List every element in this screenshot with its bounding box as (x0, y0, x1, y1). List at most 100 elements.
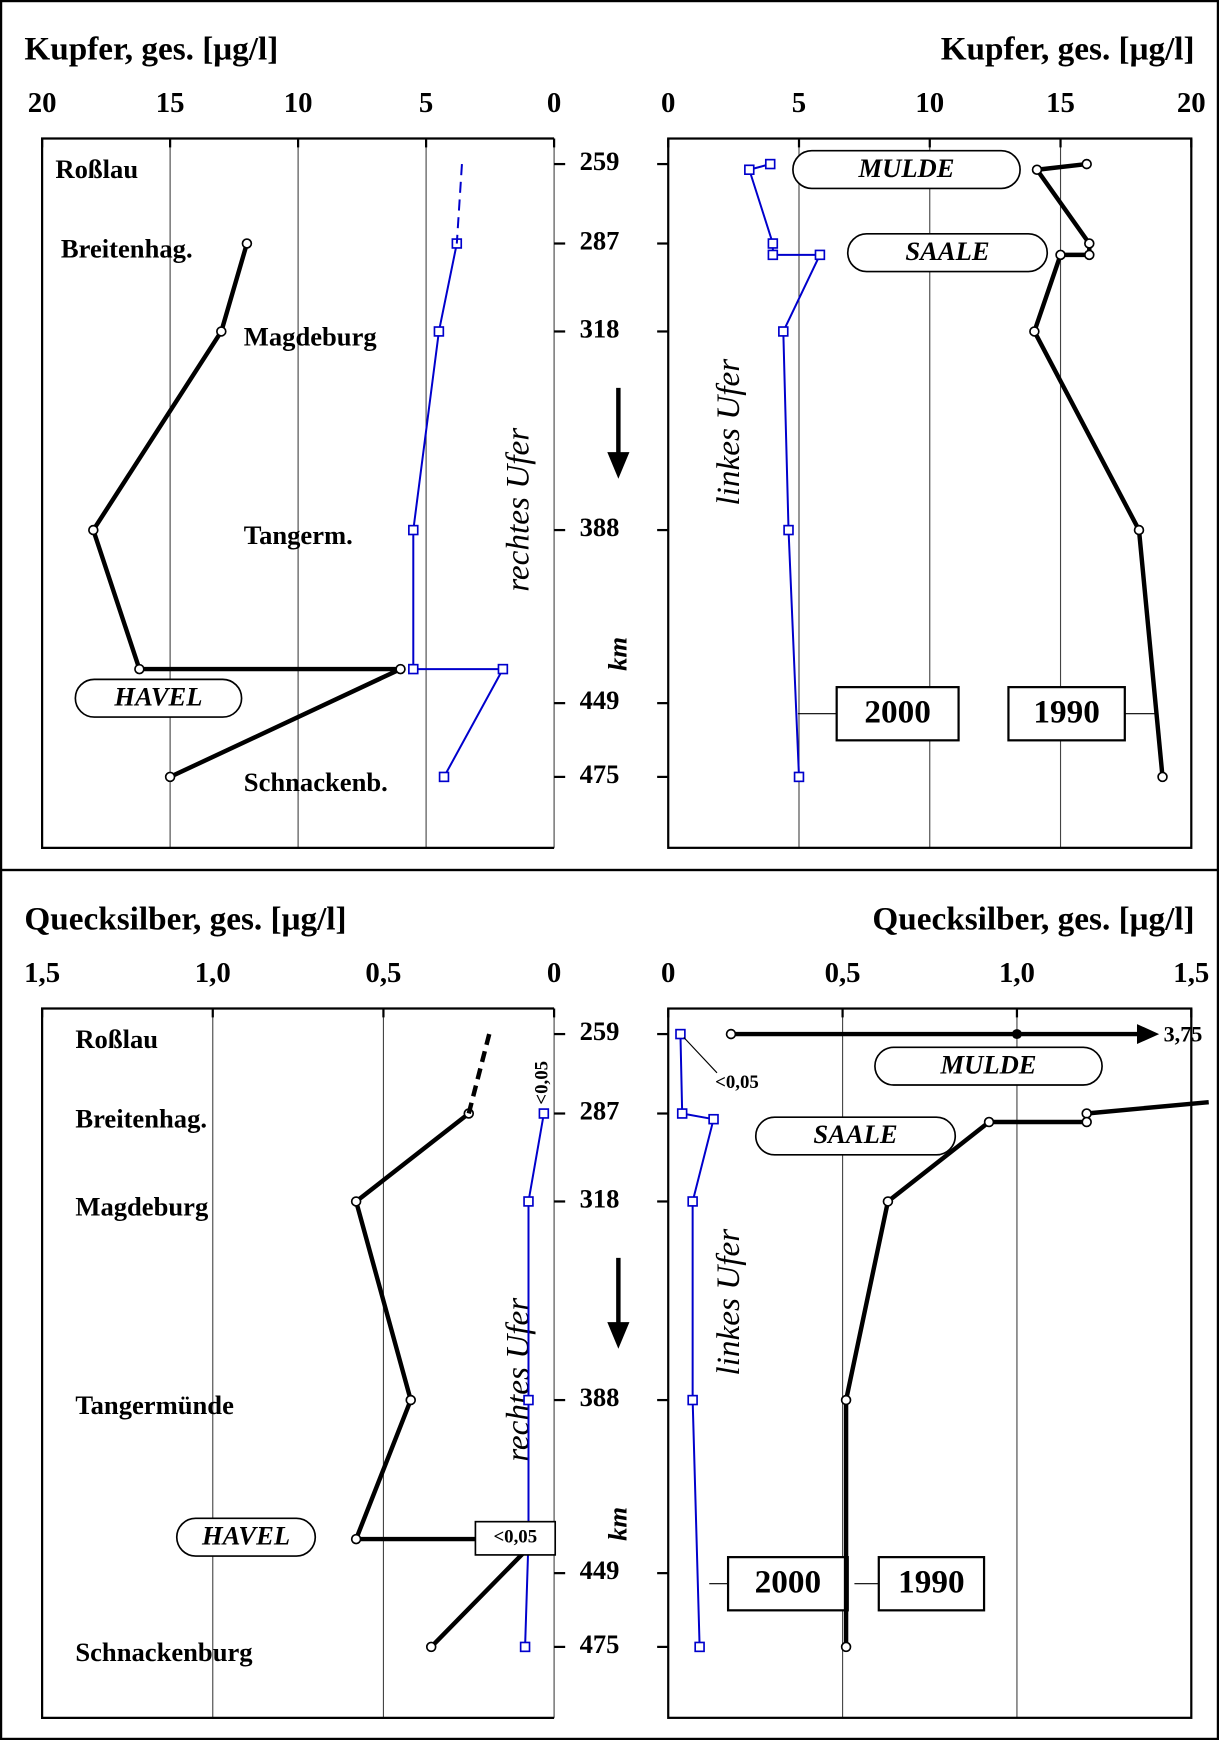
bank-label: linkes Ufer (710, 358, 747, 506)
note: <0,05 (715, 1072, 759, 1093)
x-tick-label: 1,5 (24, 957, 60, 989)
legend-label: 1990 (898, 1563, 964, 1600)
point (433, 326, 445, 337)
panel-frame (0, 868, 1219, 1740)
point (882, 1196, 894, 1207)
point (497, 663, 509, 675)
y-tick-label: 287 (580, 226, 620, 256)
point (523, 1394, 534, 1406)
station-label: Roßlau (55, 154, 138, 184)
x-tick-label: 5 (419, 87, 433, 119)
point (764, 158, 776, 170)
tributary-box (175, 1517, 317, 1557)
tributary-label: MULDE (858, 153, 955, 183)
y-tick-label: 388 (580, 512, 620, 542)
x-tick-label: 0 (547, 87, 561, 119)
station-label: Magdeburg (244, 321, 378, 351)
tributary-box (74, 678, 243, 718)
x-tick-label: 0 (661, 957, 675, 989)
point (767, 238, 779, 249)
series-line (412, 243, 504, 778)
point (983, 1116, 995, 1128)
chart-title: Kupfer, ges. [μg/l] (24, 31, 278, 68)
y-tick-label: 259 (580, 146, 620, 176)
point (793, 771, 805, 783)
station-label: Schnackenburg (75, 1637, 253, 1667)
y-tick-label: 259 (580, 1016, 620, 1046)
point (438, 771, 450, 783)
x-tick-label: 0,5 (365, 957, 401, 989)
tributary-box (792, 149, 1021, 190)
note: <0,05 (493, 1527, 537, 1548)
point (744, 164, 755, 176)
point (408, 524, 419, 536)
y-tick-label: 475 (580, 1629, 620, 1659)
tributary-box (846, 233, 1049, 273)
point (425, 1641, 437, 1653)
flow-arrow-head (607, 452, 630, 479)
station-label: Breitenhag. (61, 233, 193, 263)
x-tick-label: 20 (28, 87, 57, 119)
point (1081, 1116, 1092, 1128)
chart-title: Quecksilber, ges. [μg/l] (24, 901, 346, 938)
x-tick-label: 1,0 (999, 957, 1035, 989)
station-label: Schnackenb. (244, 767, 388, 797)
note-pointer (683, 1037, 718, 1074)
point (676, 1108, 688, 1119)
plot-frame (41, 137, 555, 849)
point (405, 1394, 417, 1406)
point (88, 524, 99, 536)
x-tick-label: 5 (792, 87, 806, 119)
y-tick-label: 475 (580, 759, 620, 789)
tributary-label: HAVEL (201, 1520, 290, 1550)
point (1133, 524, 1145, 536)
y-tick-label: 388 (580, 1382, 620, 1412)
chart-title: Kupfer, ges. [μg/l] (941, 31, 1195, 68)
legend-box (877, 1556, 986, 1612)
point (767, 249, 779, 261)
x-tick-label: 0,5 (825, 957, 861, 989)
point (694, 1641, 705, 1653)
note-box (474, 1520, 557, 1556)
bank-label: rechtes Ufer (499, 1297, 536, 1462)
point (1031, 164, 1043, 176)
series-line (1032, 161, 1165, 778)
station-label: Tangerm. (244, 520, 353, 550)
range-end-label: 3,75 (1164, 1021, 1203, 1046)
point (523, 1196, 534, 1207)
legend-box (1007, 686, 1126, 742)
legend-label: 2000 (864, 693, 930, 730)
y-tick-label: 449 (580, 685, 620, 715)
point (395, 663, 406, 675)
legend-box (835, 686, 960, 742)
point (134, 663, 145, 675)
legend-label: 2000 (755, 1563, 821, 1600)
point (687, 1394, 698, 1406)
station-label: Tangermünde (75, 1390, 234, 1420)
legend-label: 1990 (1033, 693, 1099, 730)
y-axis-label: km (603, 1507, 633, 1541)
tributary-box (754, 1116, 957, 1156)
x-tick-label: 1,0 (195, 957, 231, 989)
point (687, 1196, 698, 1207)
x-tick-label: 0 (661, 87, 675, 119)
point (164, 771, 176, 783)
point (241, 238, 253, 249)
y-tick-label: 318 (580, 1184, 620, 1214)
plot-frame (667, 137, 1193, 849)
range-start (725, 1028, 737, 1040)
point (840, 1394, 852, 1406)
point (1084, 249, 1095, 261)
chart-title: Quecksilber, ges. [μg/l] (872, 901, 1194, 938)
point (1081, 1108, 1092, 1119)
range-arrow-head (1136, 1024, 1160, 1045)
point (814, 249, 826, 261)
dashed-line (466, 1033, 492, 1115)
x-tick-label: 15 (156, 87, 185, 119)
x-tick-label: 10 (284, 87, 313, 119)
x-tick-label: 15 (1046, 87, 1075, 119)
point (840, 1641, 852, 1653)
point (350, 1196, 362, 1207)
